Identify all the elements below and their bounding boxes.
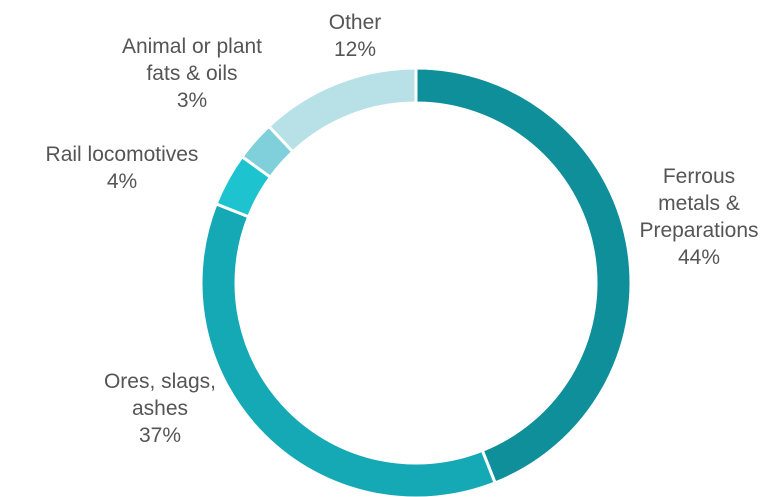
- slice-value-fats: 3%: [176, 89, 208, 112]
- slice-label-ferrous-line-3: Preparations: [639, 219, 759, 242]
- donut-slice-ferrous: [414, 66, 633, 485]
- slice-label-other: Other 12%: [300, 9, 410, 63]
- slice-label-ferrous: Ferrous metals & Preparations 44%: [614, 163, 783, 271]
- slice-label-ferrous-line-1: Ferrous: [662, 165, 736, 188]
- slice-label-ores-line-1: Ores, slags,: [103, 370, 217, 393]
- slice-label-rail-line-1: Rail locomotives: [45, 143, 199, 166]
- slice-value-rail: 4%: [106, 170, 138, 193]
- donut-slice-other: [266, 66, 418, 154]
- slice-label-ores-line-2: ashes: [131, 397, 189, 420]
- slice-label-rail: Rail locomotives 4%: [12, 141, 232, 195]
- slice-label-fats-line-2: fats & oils: [146, 62, 238, 85]
- slice-label-fats: Animal or plant fats & oils 3%: [92, 33, 292, 114]
- slice-value-ferrous: 44%: [677, 246, 721, 269]
- slice-label-other-line-1: Other: [328, 11, 382, 34]
- donut-slice-ores: [199, 201, 498, 497]
- slice-value-other: 12%: [333, 38, 377, 61]
- slice-label-ores: Ores, slags, ashes 37%: [60, 368, 260, 449]
- slice-label-fats-line-1: Animal or plant: [121, 35, 263, 58]
- slice-label-ferrous-line-2: metals &: [658, 192, 740, 215]
- slice-value-ores: 37%: [138, 424, 182, 447]
